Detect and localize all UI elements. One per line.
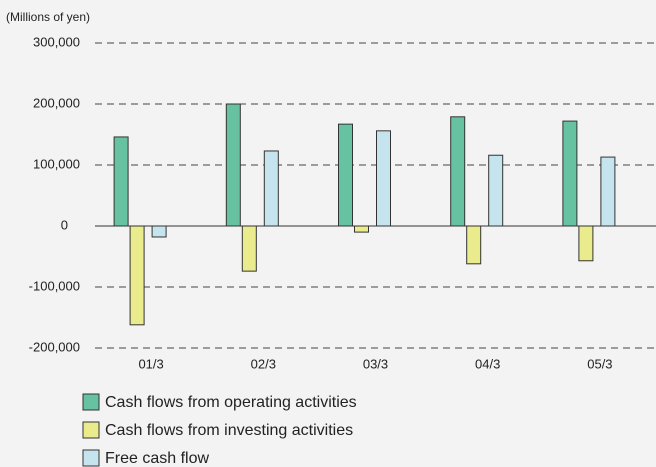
y-tick-label: 0 xyxy=(61,217,68,232)
x-tick-label: 04/3 xyxy=(475,356,500,371)
bar xyxy=(338,123,353,227)
x-tick-label: 03/3 xyxy=(363,356,388,371)
bar xyxy=(151,225,167,238)
bar xyxy=(225,103,241,227)
bar xyxy=(562,120,578,227)
bar xyxy=(488,154,504,227)
x-tick-label: 05/3 xyxy=(587,356,612,371)
y-axis-label: (Millions of yen) xyxy=(6,10,90,24)
y-tick-label: 300,000 xyxy=(33,34,80,49)
y-tick-label: -100,000 xyxy=(29,278,80,293)
legend-label: Free cash flow xyxy=(105,450,209,467)
bar xyxy=(354,225,369,233)
y-tick-label: 100,000 xyxy=(33,156,80,171)
bar xyxy=(600,156,616,227)
bar xyxy=(376,130,391,227)
legend-swatch xyxy=(82,421,100,439)
legend-swatch xyxy=(82,449,100,467)
y-tick-label: 200,000 xyxy=(33,95,80,110)
legend: Cash flows from operating activities Cash… xyxy=(82,393,357,467)
bar xyxy=(129,225,145,326)
y-tick-label: -200,000 xyxy=(29,339,80,354)
bar xyxy=(450,116,466,227)
legend-label: Cash flows from investing activities xyxy=(105,422,353,439)
legend-swatch xyxy=(82,393,100,411)
bar xyxy=(263,150,279,227)
bar xyxy=(113,136,129,227)
x-tick-label: 02/3 xyxy=(251,356,276,371)
x-tick-label: 01/3 xyxy=(138,356,163,371)
bar xyxy=(241,225,257,272)
bar xyxy=(466,225,482,265)
legend-label: Cash flows from operating activities xyxy=(105,394,357,411)
bar xyxy=(578,225,594,262)
